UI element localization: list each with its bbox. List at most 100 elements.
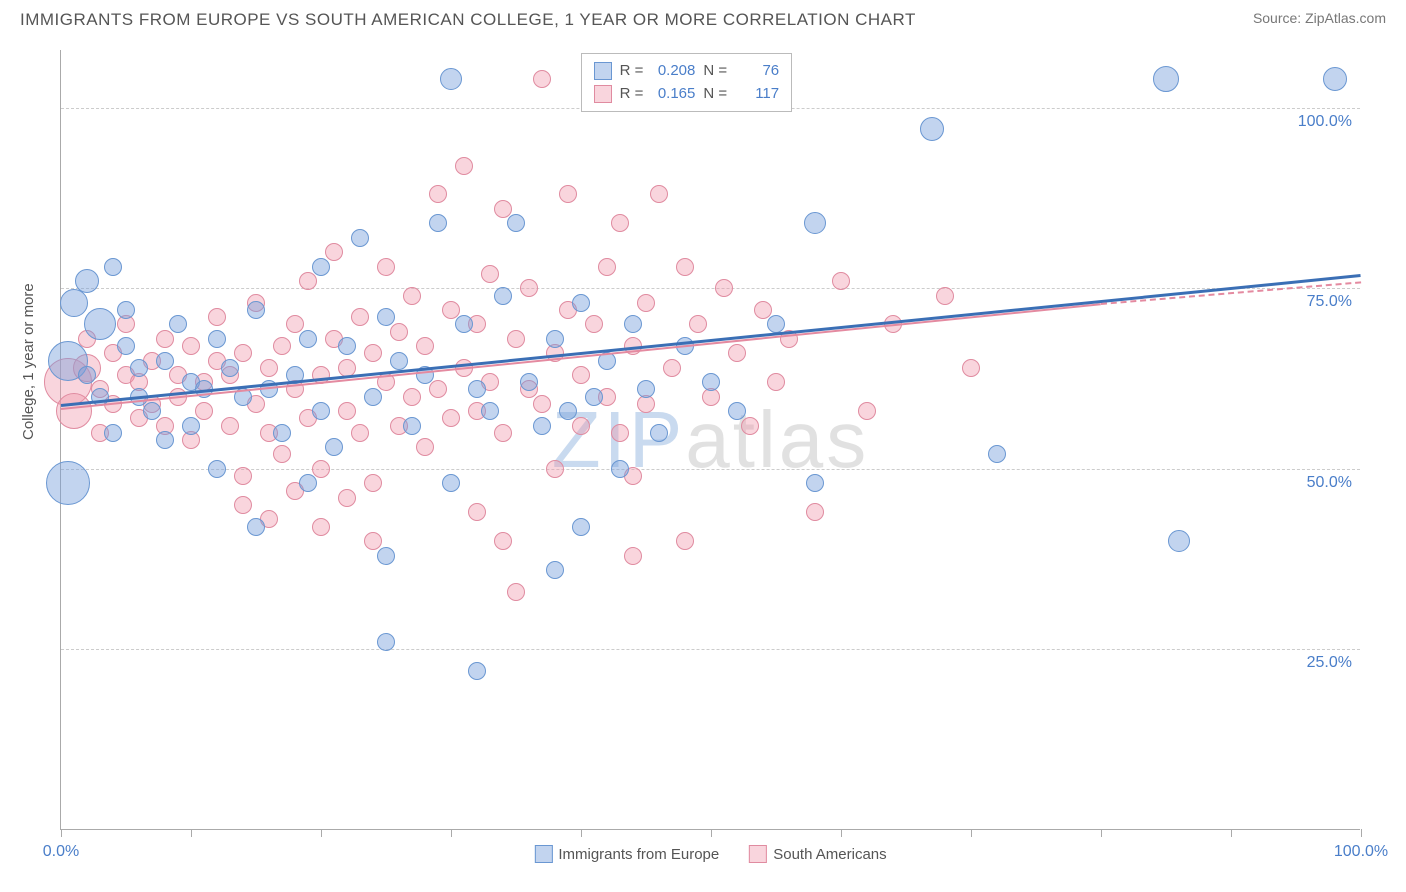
x-tick [1231,829,1232,837]
scatter-point-series1 [702,373,720,391]
scatter-point-series2 [442,409,460,427]
scatter-point-series2 [312,460,330,478]
scatter-point-series1 [546,330,564,348]
x-tick [971,829,972,837]
scatter-point-series1 [299,330,317,348]
x-tick [1361,829,1362,837]
scatter-point-series2 [572,366,590,384]
y-axis-label: College, 1 year or more [20,283,37,440]
watermark: ZIPatlas [552,394,869,486]
scatter-point-series1 [130,359,148,377]
scatter-point-series2 [741,417,759,435]
scatter-point-series2 [364,532,382,550]
scatter-point-series1 [429,214,447,232]
scatter-point-series2 [637,294,655,312]
scatter-point-series1 [1168,530,1190,552]
x-tick-label: 0.0% [43,843,79,861]
scatter-point-series2 [507,330,525,348]
scatter-point-series2 [806,503,824,521]
scatter-point-series1 [377,308,395,326]
legend-item: South Americans [749,845,886,863]
scatter-point-series1 [104,424,122,442]
scatter-point-series2 [429,380,447,398]
scatter-point-series1 [767,315,785,333]
scatter-point-series2 [650,185,668,203]
scatter-point-series2 [234,496,252,514]
x-tick [581,829,582,837]
scatter-point-series2 [533,395,551,413]
scatter-point-series1 [273,424,291,442]
scatter-point-series1 [728,402,746,420]
scatter-point-series2 [234,467,252,485]
scatter-point-series1 [520,373,538,391]
scatter-point-series1 [221,359,239,377]
scatter-point-series2 [715,279,733,297]
x-tick [61,829,62,837]
scatter-point-series1 [247,518,265,536]
scatter-point-series2 [234,344,252,362]
legend-label: South Americans [773,846,886,863]
stats-value: 117 [735,83,779,106]
scatter-point-series2 [832,272,850,290]
bottom-legend: Immigrants from EuropeSouth Americans [534,845,886,863]
scatter-point-series1 [468,662,486,680]
scatter-point-series2 [299,272,317,290]
scatter-point-series2 [936,287,954,305]
scatter-point-series1 [1153,66,1179,92]
scatter-point-series2 [208,308,226,326]
scatter-point-series1 [624,315,642,333]
scatter-point-series1 [338,337,356,355]
scatter-point-series1 [533,417,551,435]
scatter-point-series2 [585,315,603,333]
scatter-point-series2 [611,424,629,442]
scatter-point-series1 [117,337,135,355]
scatter-point-series2 [312,518,330,536]
scatter-point-series1 [208,330,226,348]
source-label: Source: ZipAtlas.com [1253,10,1386,26]
x-tick [451,829,452,837]
scatter-point-series1 [403,417,421,435]
scatter-point-series2 [156,330,174,348]
scatter-point-series2 [559,185,577,203]
legend-swatch [594,85,612,103]
scatter-point-series1 [507,214,525,232]
scatter-point-series2 [572,417,590,435]
scatter-point-series2 [390,323,408,341]
scatter-point-series2 [494,532,512,550]
stats-value: 76 [735,60,779,83]
scatter-point-series1 [143,402,161,420]
scatter-point-series2 [416,438,434,456]
scatter-point-series1 [468,380,486,398]
scatter-point-series2 [962,359,980,377]
scatter-point-series2 [455,157,473,175]
scatter-point-series1 [611,460,629,478]
scatter-point-series2 [351,424,369,442]
scatter-point-series2 [507,583,525,601]
scatter-point-series2 [663,359,681,377]
scatter-point-series1 [75,269,99,293]
scatter-point-series1 [247,301,265,319]
legend-swatch [749,845,767,863]
scatter-point-series1 [325,438,343,456]
scatter-point-series2 [520,279,538,297]
scatter-point-series2 [676,532,694,550]
scatter-point-series2 [754,301,772,319]
x-tick [1101,829,1102,837]
scatter-point-series1 [312,402,330,420]
scatter-point-series1 [988,445,1006,463]
scatter-point-series1 [494,287,512,305]
scatter-point-series2 [429,185,447,203]
gridline [61,649,1360,650]
scatter-point-series1 [920,117,944,141]
scatter-point-series2 [546,460,564,478]
scatter-point-series1 [481,402,499,420]
scatter-point-series2 [56,393,92,429]
scatter-point-series2 [338,402,356,420]
scatter-point-series2 [403,388,421,406]
y-tick-label: 100.0% [1298,113,1352,131]
scatter-point-series2 [533,70,551,88]
scatter-point-series1 [78,366,96,384]
x-tick-label: 100.0% [1334,843,1388,861]
scatter-point-series2 [195,402,213,420]
scatter-point-series2 [611,214,629,232]
